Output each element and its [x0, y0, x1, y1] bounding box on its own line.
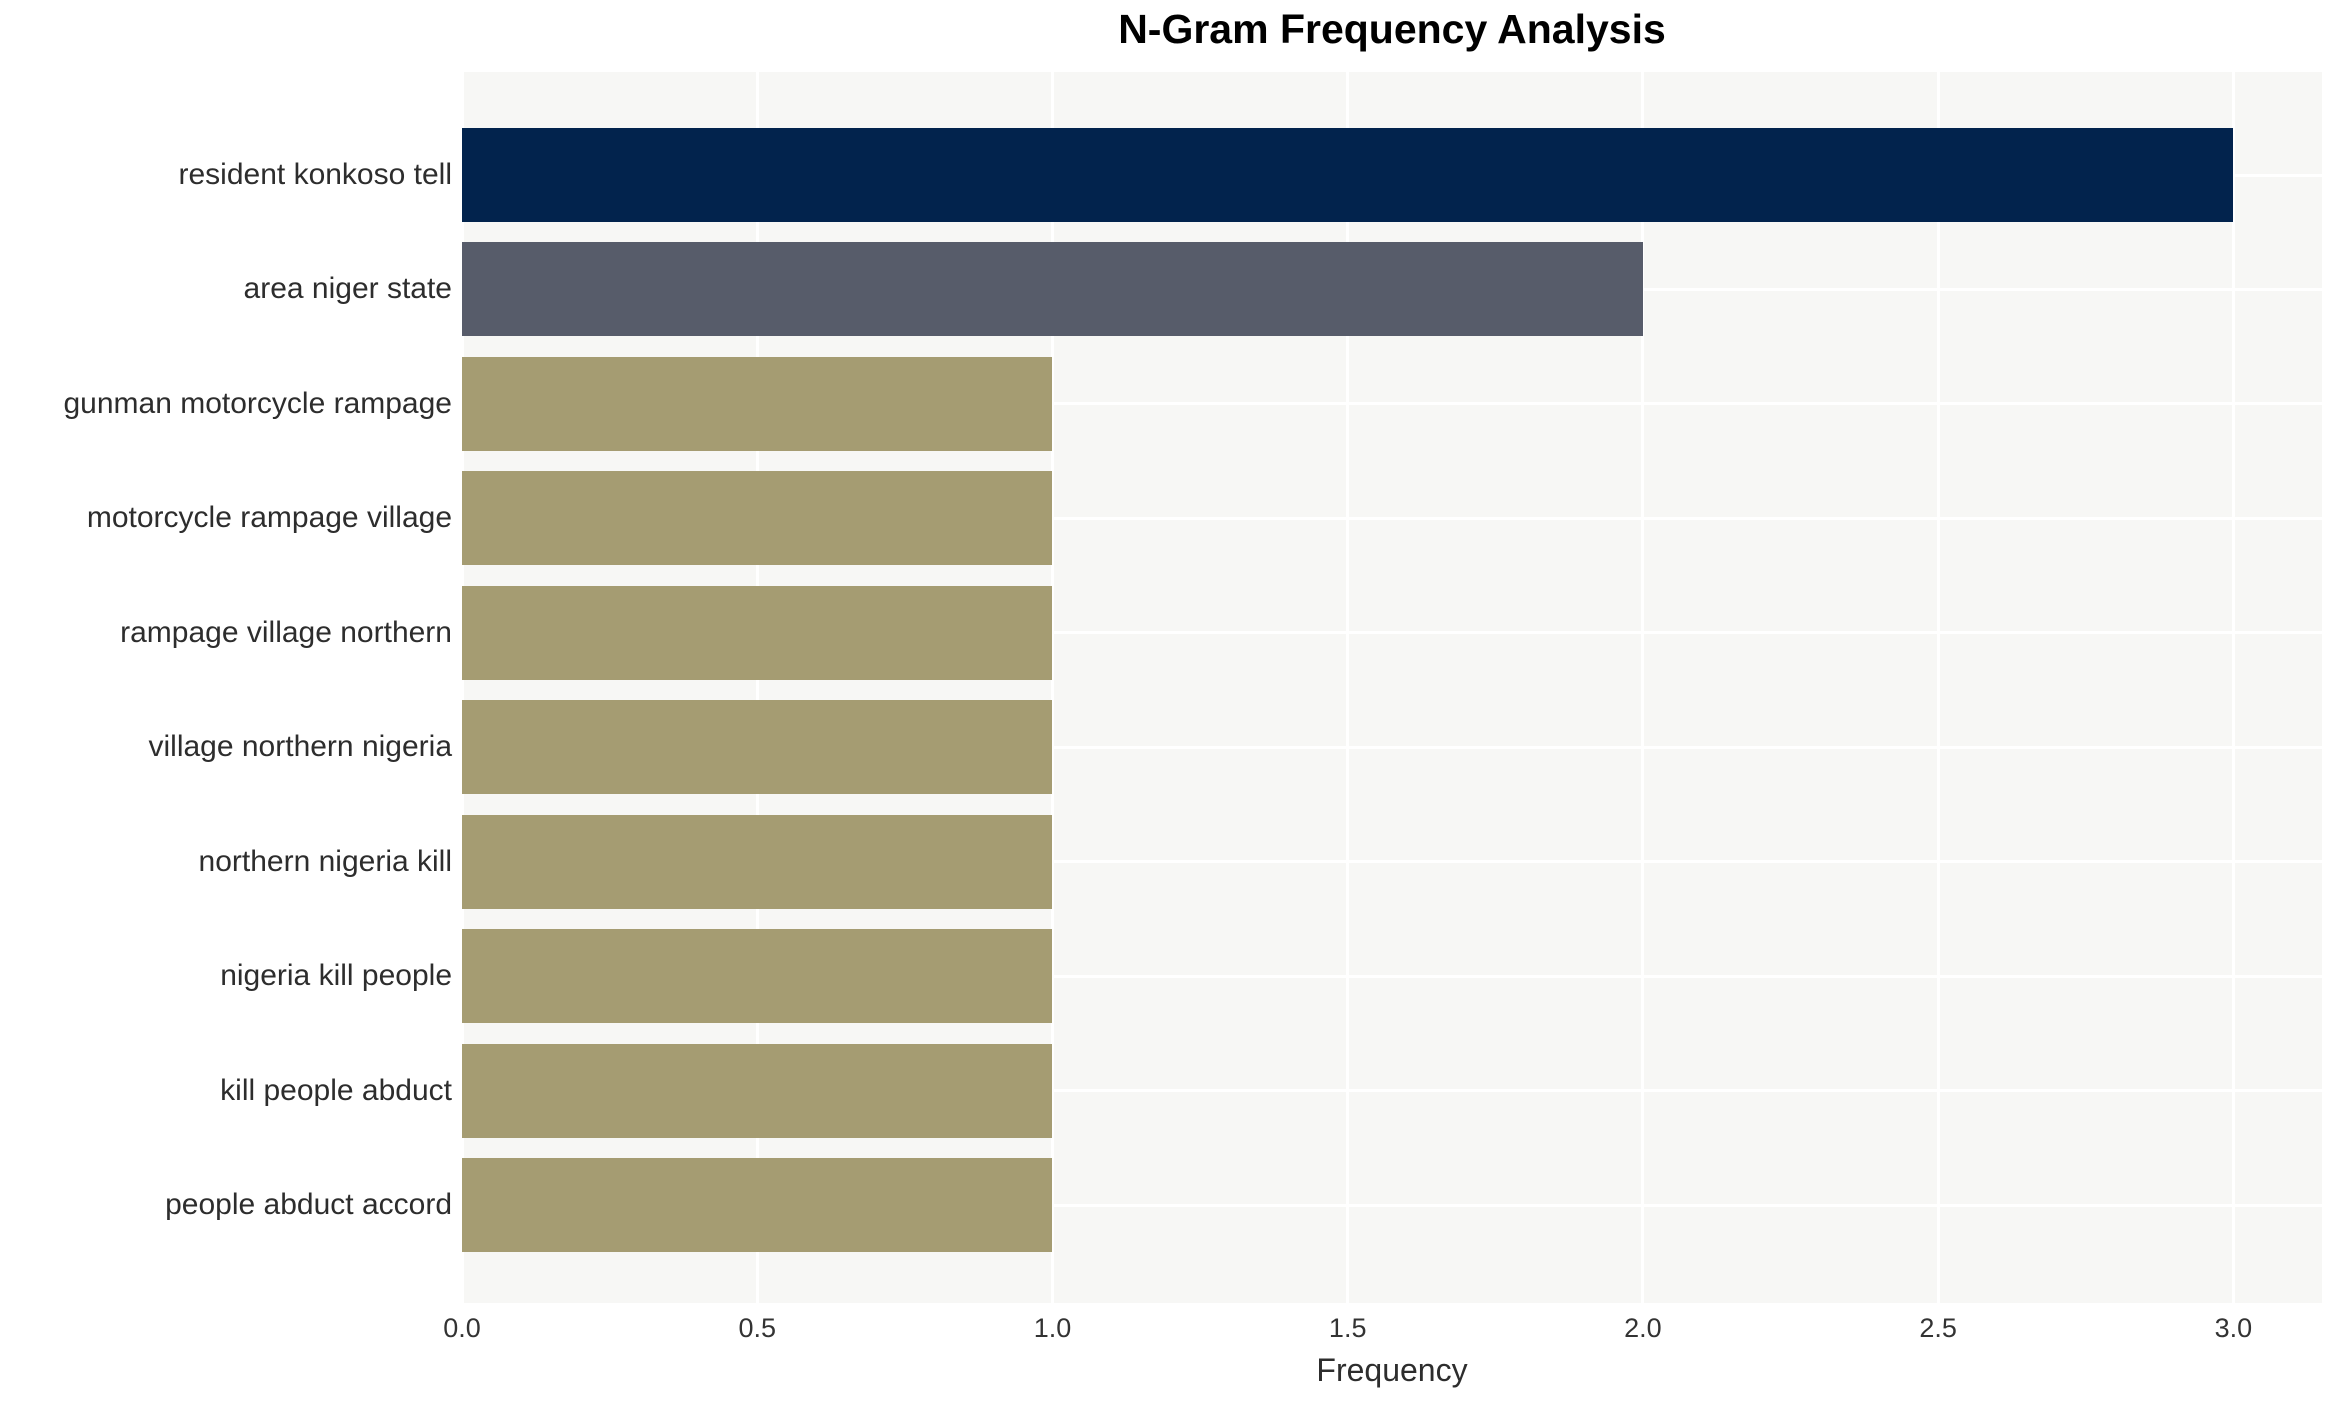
v-gridline: [1936, 72, 1940, 1303]
y-axis-label: kill people abduct: [220, 1073, 452, 1107]
plot-area: [460, 72, 2322, 1303]
h-gridline: [462, 860, 2322, 864]
y-axis-label: motorcycle rampage village: [86, 501, 452, 535]
y-axis-label: gunman motorcycle rampage: [63, 386, 452, 420]
bar: [462, 356, 1053, 451]
y-axis-label: resident konkoso tell: [178, 158, 453, 191]
bar: [462, 814, 1053, 909]
x-tick-label: 0.5: [738, 1313, 776, 1343]
v-gridline: [2231, 72, 2235, 1303]
h-gridline: [462, 745, 2322, 749]
h-gridline: [462, 631, 2322, 635]
x-tick-label: 2.5: [1919, 1313, 1957, 1343]
bar: [462, 471, 1053, 566]
bar: [462, 700, 1053, 795]
h-gridline: [462, 402, 2322, 406]
bar: [462, 128, 2234, 222]
chart-title: N-Gram Frequency Analysis: [1118, 6, 1666, 52]
y-axis-label: village northern nigeria: [148, 730, 452, 764]
bar: [462, 1158, 1053, 1252]
y-axis-label: northern nigeria kill: [198, 844, 452, 878]
x-axis-title: Frequency: [1316, 1352, 1468, 1388]
x-tick-label: 1.5: [1328, 1313, 1367, 1343]
y-axis-label: rampage village northern: [120, 615, 452, 649]
bar: [462, 1043, 1053, 1138]
x-tick-label: 2.0: [1624, 1313, 1662, 1343]
bar: [462, 929, 1053, 1024]
h-gridline: [462, 974, 2322, 978]
v-gridline: [1050, 72, 1054, 1303]
v-gridline: [1346, 72, 1350, 1303]
v-gridline: [1641, 72, 1645, 1303]
x-tick-label: 0.0: [443, 1313, 481, 1343]
v-gridline: [460, 72, 464, 1303]
y-axis-label: area niger state: [243, 272, 452, 306]
bar: [462, 585, 1053, 680]
x-tick-label: 3.0: [2214, 1313, 2253, 1343]
y-axis-label: nigeria kill people: [220, 959, 452, 993]
x-tick-label: 1.0: [1033, 1313, 1072, 1343]
h-gridline: [462, 1089, 2322, 1093]
bar: [462, 242, 1643, 337]
y-axis-label: people abduct accord: [165, 1188, 452, 1221]
h-gridline: [462, 1203, 2322, 1207]
v-gridline: [755, 72, 759, 1303]
h-gridline: [462, 516, 2322, 520]
